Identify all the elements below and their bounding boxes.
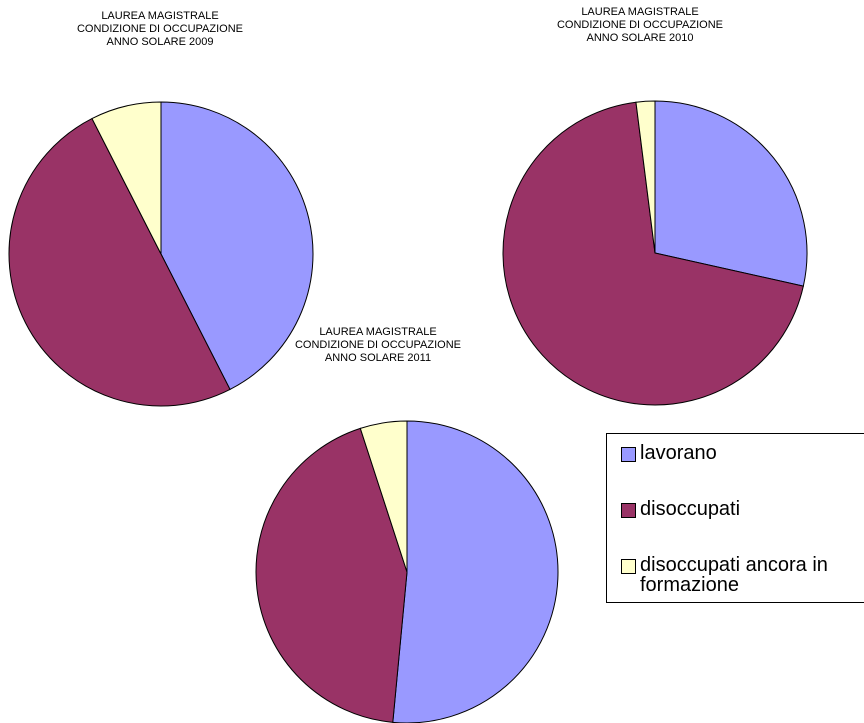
pie-slice-lavorano [160,101,314,391]
legend-item-lavorano: lavorano [621,443,717,463]
chart-title-line: ANNO SOLARE 2009 [106,36,214,48]
legend-swatch [621,559,636,574]
pie-slice-lavorano [392,420,559,723]
legend-item-disoccupati: disoccupati [621,499,740,519]
legend: lavorano disoccupati disoccupati ancora … [606,433,864,603]
pie-slice-disoccupati-ancora-in-formazione [359,420,408,573]
legend-swatch [621,503,636,518]
legend-swatch [621,447,636,462]
chart-title-line: LAUREA MAGISTRALE [101,10,219,22]
chart-title-line: ANNO SOLARE 2010 [586,32,694,44]
chart-title-2010: LAUREA MAGISTRALE CONDIZIONE DI OCCUPAZI… [525,6,755,45]
pie-slice-lavorano [654,100,808,287]
legend-item-disoccupati-in-formazione: disoccupati ancora in formazione [621,555,864,595]
pie-slice-disoccupati [255,427,408,723]
chart-title-2011: LAUREA MAGISTRALE CONDIZIONE DI OCCUPAZI… [263,326,493,365]
chart-title-line: CONDIZIONE DI OCCUPAZIONE [556,19,724,31]
chart-title-line: LAUREA MAGISTRALE [319,326,437,338]
chart-title-line: CONDIZIONE DI OCCUPAZIONE [76,23,244,35]
chart-title-2009: LAUREA MAGISTRALE CONDIZIONE DI OCCUPAZI… [45,10,275,49]
legend-label: disoccupati ancora in formazione [640,554,828,596]
chart-title-line: ANNO SOLARE 2011 [324,352,432,364]
pie-slice-disoccupati-ancora-in-formazione [91,101,162,255]
pie-slice-disoccupati-ancora-in-formazione [635,100,656,254]
legend-label: lavorano [640,442,717,464]
chart-title-line: CONDIZIONE DI OCCUPAZIONE [294,339,462,351]
pie-slice-disoccupati [502,101,804,406]
pie-slice-disoccupati [8,117,231,407]
legend-label: disoccupati [640,498,741,520]
chart-title-line: LAUREA MAGISTRALE [581,6,699,18]
